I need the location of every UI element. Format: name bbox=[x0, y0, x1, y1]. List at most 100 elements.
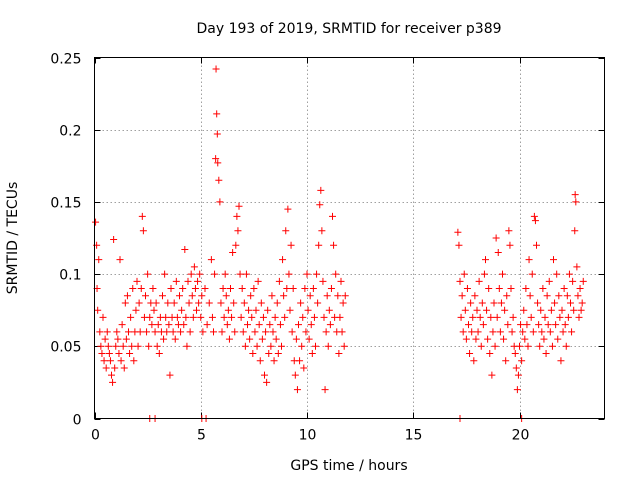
data-point bbox=[508, 328, 516, 336]
data-point bbox=[113, 328, 121, 336]
data-point bbox=[326, 321, 334, 329]
data-point bbox=[329, 212, 336, 220]
data-point bbox=[564, 313, 572, 321]
data-point bbox=[275, 277, 283, 285]
data-point bbox=[262, 328, 270, 336]
data-point bbox=[293, 386, 301, 394]
data-point bbox=[144, 270, 152, 278]
data-point bbox=[163, 328, 171, 336]
data-point bbox=[100, 357, 108, 365]
data-point bbox=[241, 342, 249, 350]
data-point bbox=[188, 292, 196, 300]
data-point bbox=[573, 263, 581, 271]
data-point bbox=[172, 277, 180, 285]
data-point bbox=[546, 328, 554, 336]
data-point bbox=[220, 313, 228, 321]
data-point bbox=[578, 299, 586, 307]
y-tick-label: 0.15 bbox=[50, 196, 81, 212]
data-point bbox=[488, 371, 496, 379]
data-point bbox=[223, 321, 231, 329]
data-point bbox=[284, 205, 292, 213]
data-point bbox=[321, 386, 329, 394]
data-point bbox=[576, 285, 584, 293]
data-point bbox=[154, 321, 162, 329]
data-point bbox=[178, 306, 186, 314]
data-point bbox=[567, 299, 574, 307]
data-point bbox=[237, 313, 245, 321]
data-point bbox=[197, 313, 205, 321]
data-point bbox=[292, 335, 300, 343]
data-point bbox=[176, 292, 183, 300]
data-point bbox=[139, 227, 147, 235]
data-point bbox=[208, 313, 216, 321]
data-point bbox=[313, 270, 321, 278]
data-point bbox=[185, 299, 193, 307]
y-tick-label: 0.25 bbox=[50, 52, 81, 68]
data-point bbox=[579, 277, 587, 285]
data-point bbox=[495, 285, 503, 293]
data-point bbox=[133, 277, 141, 285]
data-point bbox=[201, 285, 209, 293]
data-point bbox=[193, 306, 200, 314]
data-point bbox=[117, 357, 125, 365]
data-point bbox=[501, 306, 509, 314]
data-point bbox=[460, 270, 468, 278]
data-point bbox=[494, 248, 502, 256]
x-tick-label: 0 bbox=[91, 428, 100, 444]
data-point bbox=[537, 306, 545, 314]
data-point bbox=[485, 285, 493, 293]
data-point bbox=[299, 313, 307, 321]
data-point bbox=[547, 306, 555, 314]
data-point bbox=[257, 299, 265, 307]
data-point bbox=[548, 342, 556, 350]
data-point bbox=[169, 328, 177, 336]
data-point bbox=[258, 335, 266, 343]
data-point bbox=[279, 256, 287, 264]
data-point bbox=[256, 357, 264, 365]
data-point bbox=[506, 241, 514, 249]
data-point bbox=[320, 313, 328, 321]
data-point bbox=[282, 227, 290, 235]
data-point bbox=[96, 328, 104, 336]
data-point bbox=[458, 292, 466, 300]
chart-title: Day 193 of 2019, SRMTID for receiver p38… bbox=[196, 21, 501, 37]
data-point bbox=[281, 313, 289, 321]
y-tick-label: 0.05 bbox=[50, 340, 81, 356]
data-point bbox=[212, 155, 220, 163]
data-point bbox=[114, 335, 122, 343]
data-point bbox=[266, 321, 274, 329]
data-point bbox=[116, 256, 124, 264]
data-point bbox=[538, 328, 546, 336]
x-tick-label: 10 bbox=[299, 428, 317, 444]
data-point bbox=[337, 277, 345, 285]
data-point bbox=[334, 292, 342, 300]
data-point bbox=[568, 328, 576, 336]
data-point bbox=[471, 292, 479, 300]
data-point bbox=[570, 306, 578, 314]
data-point bbox=[228, 313, 236, 321]
data-point bbox=[212, 65, 220, 73]
data-point bbox=[191, 285, 199, 293]
data-point bbox=[338, 328, 346, 336]
data-point bbox=[514, 371, 522, 379]
data-point bbox=[236, 270, 244, 278]
data-point bbox=[126, 350, 134, 358]
data-point bbox=[135, 299, 143, 307]
y-tick-label: 0 bbox=[73, 413, 82, 429]
data-point bbox=[134, 342, 142, 350]
data-point bbox=[467, 299, 475, 307]
data-point bbox=[500, 335, 508, 343]
data-point bbox=[543, 292, 551, 300]
data-point bbox=[468, 328, 476, 336]
plot-frame bbox=[94, 57, 605, 419]
data-point bbox=[305, 335, 313, 343]
data-point bbox=[142, 292, 149, 300]
data-point bbox=[276, 321, 284, 329]
data-point bbox=[173, 313, 181, 321]
data-point bbox=[526, 292, 534, 300]
data-point bbox=[177, 328, 185, 336]
data-point bbox=[523, 321, 531, 329]
data-point bbox=[242, 270, 250, 278]
data-point bbox=[323, 292, 331, 300]
data-point bbox=[283, 285, 291, 293]
